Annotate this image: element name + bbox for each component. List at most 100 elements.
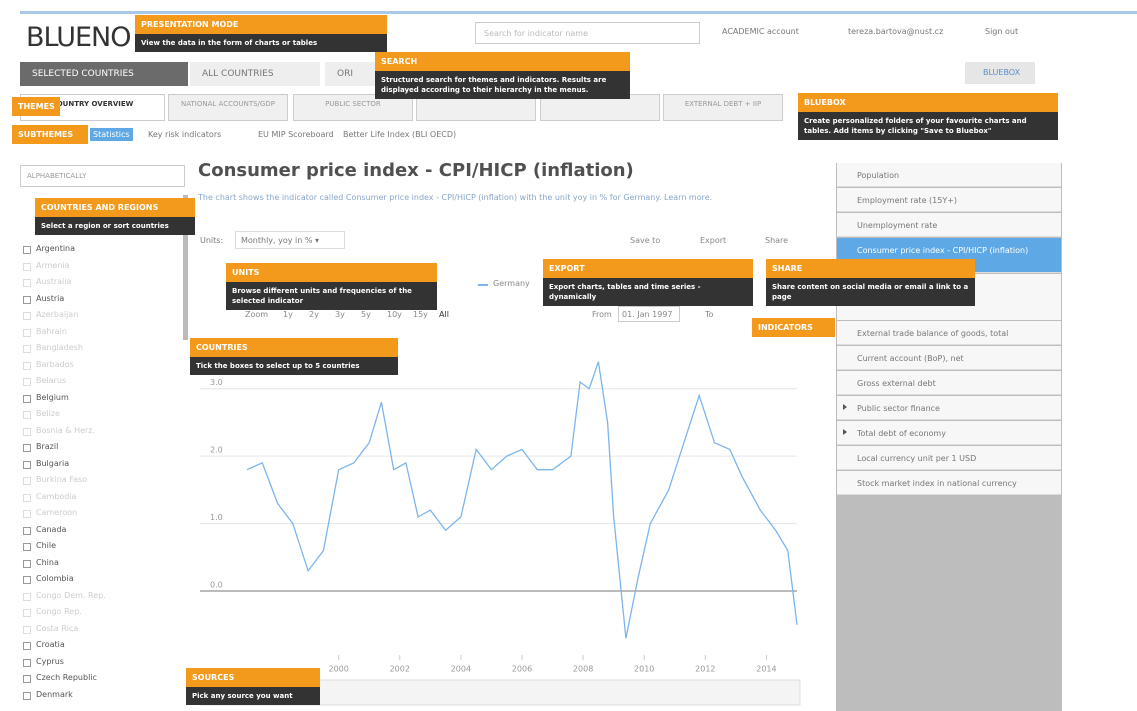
from-input[interactable]: 01. Jan 1997 [618,306,680,322]
checkbox[interactable] [23,295,31,304]
checkbox[interactable] [23,345,31,353]
indicator-item[interactable]: Unemployment rate [837,213,1061,237]
search-box[interactable]: Search for indicator name [475,22,700,44]
checkbox[interactable] [23,378,31,386]
indicator-item[interactable]: Current account (BoP), net [837,346,1061,370]
checkbox[interactable] [23,559,31,568]
subtheme[interactable]: Better Life Index (BLI OECD) [343,130,457,139]
tooltip-title: COUNTRIES [190,338,398,357]
checkbox[interactable] [23,312,31,320]
country-name[interactable]: Bangladesh [36,343,83,352]
checkbox[interactable] [23,658,31,667]
country-name[interactable]: Congo Rep. [36,607,82,616]
indicator-item[interactable]: Stock market index in national currency [837,471,1061,495]
checkbox[interactable] [23,394,31,403]
theme-tab[interactable]: NATIONAL ACCOUNTS/GDP [181,100,275,108]
zoom-button[interactable]: All [439,310,449,319]
country-name[interactable]: China [36,557,59,567]
checkbox[interactable] [23,460,31,469]
legend-label[interactable]: Germany [493,279,530,288]
zoom-button[interactable]: 1y [283,310,293,319]
checkbox[interactable] [23,493,31,502]
theme-tab[interactable]: PUBLIC SECTOR [325,100,381,108]
checkbox[interactable] [23,328,31,337]
country-name[interactable]: Bosnia & Herz. [36,425,96,435]
zoom-button[interactable]: 2y [309,310,319,319]
country-name[interactable]: Cyprus [36,656,64,666]
country-name[interactable]: Cameroon [36,508,78,517]
sign-out[interactable]: Sign out [985,27,1019,36]
checkbox[interactable] [23,427,31,436]
checkbox[interactable] [23,411,31,419]
country-name[interactable]: Australia [36,277,72,286]
country-name[interactable]: Bulgaria [36,458,70,468]
country-name[interactable]: Brazil [36,442,59,451]
subtheme[interactable]: Statistics [90,128,133,141]
checkbox[interactable] [23,625,31,634]
tab[interactable]: ALL COUNTRIES [190,62,320,86]
checkbox[interactable] [23,477,31,485]
checkbox[interactable] [23,543,31,551]
indicator-item[interactable]: External trade balance of goods, total [837,321,1061,345]
country-name[interactable]: Congo Dem. Rep. [36,590,106,600]
zoom-button[interactable]: 10y [387,310,402,319]
theme-tab[interactable]: EXTERNAL DEBT + IIP [684,100,762,108]
country-name[interactable]: Burkina Faso [36,475,88,484]
country-name[interactable]: Austria [36,293,65,303]
checkbox[interactable] [23,279,31,287]
country-name[interactable]: Belize [36,409,60,418]
checkbox[interactable] [23,609,31,617]
checkbox[interactable] [23,510,31,518]
zoom-button[interactable]: 5y [361,310,371,319]
export-button[interactable]: Export [700,236,727,245]
checkbox[interactable] [23,675,31,683]
checkbox[interactable] [23,642,31,650]
country-name[interactable]: Barbados [36,359,74,369]
country-name[interactable]: Colombia [36,574,74,583]
checkbox[interactable] [23,361,31,370]
checkbox[interactable] [23,444,31,452]
user[interactable]: tereza.bartova@nust.cz [848,27,944,36]
bluebox-button[interactable]: BLUEBOX [965,62,1035,84]
country-name[interactable]: Azerbaijan [36,310,79,319]
indicator-item[interactable]: Employment rate (15Y+) [837,188,1061,212]
subtheme[interactable]: EU MIP Scoreboard [258,130,334,139]
country-name[interactable]: Argentina [36,244,76,253]
country-name[interactable]: Armenia [36,260,70,270]
checkbox[interactable] [23,262,31,271]
theme-slot [663,94,783,121]
theme-tab[interactable]: COUNTRY OVERVIEW [51,100,134,108]
checkbox[interactable] [23,576,31,584]
tab[interactable]: SELECTED COUNTRIES [20,62,188,86]
account[interactable]: ACADEMIC account [722,27,799,36]
zoom-button[interactable]: 3y [335,310,345,319]
page-title: Consumer price index - CPI/HICP (inflati… [198,160,634,181]
country-name[interactable]: Costa Rica [36,623,79,633]
share-button[interactable]: Share [765,236,789,245]
subtheme[interactable]: Key risk indicators [148,130,222,139]
country-name[interactable]: Croatia [36,640,65,649]
tooltip-title: THEMES [12,97,60,116]
country-name[interactable]: Belarus [36,376,67,385]
units-select[interactable]: Monthly, yoy in % ▾ [235,231,345,249]
indicator-item[interactable]: Population [837,163,1061,187]
checkbox[interactable] [23,691,31,700]
indicator-item[interactable]: Public sector finance [837,396,1061,420]
country-name[interactable]: Denmark [36,689,73,699]
checkbox[interactable] [23,592,31,601]
indicator-item[interactable]: Gross external debt [837,371,1061,395]
country-name[interactable]: Belgium [36,392,69,402]
country-name[interactable]: Czech Republic [36,673,97,682]
save-button[interactable]: Save to [630,236,661,245]
zoom-button[interactable]: 15y [413,310,428,319]
sort-dropdown[interactable]: ALPHABETICALLY [20,165,185,187]
indicator-item[interactable]: Local currency unit per 1 USD [837,446,1061,470]
country-name[interactable]: Canada [36,524,67,534]
checkbox[interactable] [23,526,31,535]
country-name[interactable]: Cambodia [36,491,77,501]
country-name[interactable]: Bahrain [36,326,67,336]
indicator-item[interactable]: Total debt of economy [837,421,1061,445]
country-name[interactable]: Chile [36,541,57,550]
checkbox[interactable] [23,246,31,254]
